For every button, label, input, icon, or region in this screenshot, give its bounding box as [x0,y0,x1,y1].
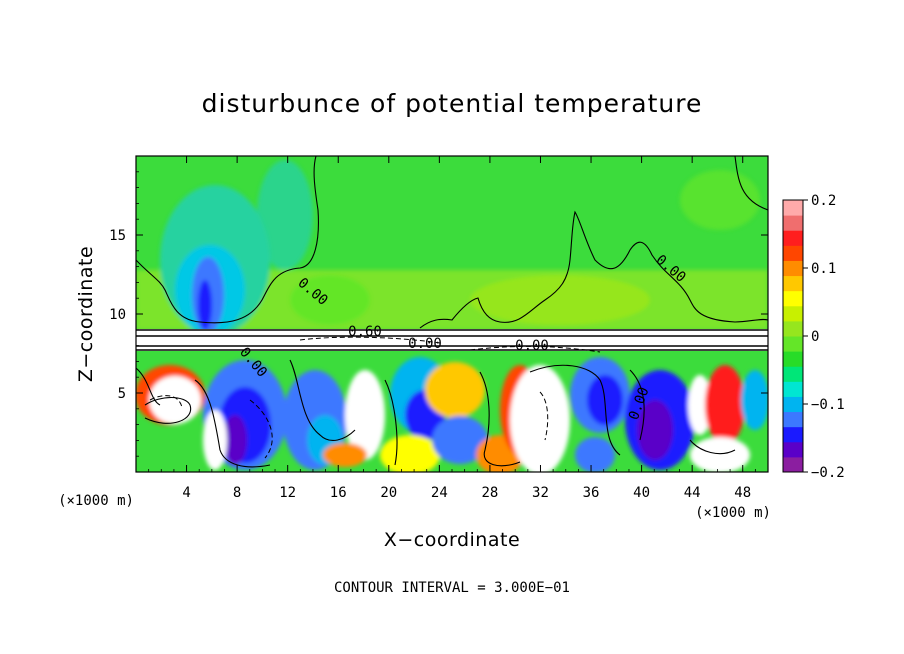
colorbar-swatch [783,215,803,231]
x-tick-label: 8 [233,485,241,501]
contour-label: 0.00 [408,336,442,352]
colorbar-tick-label: 0 [811,329,819,345]
x-axis: 4 8 12 16 20 24 28 32 36 40 44 48 [148,156,756,501]
colorbar-swatch [783,305,803,322]
contour-label: 0.00 [515,338,549,354]
upper-field-features [136,160,768,335]
lower-field-features [136,357,768,472]
colorbar-swatch [783,200,803,216]
y-axis-label: Z−coordinate [75,246,97,382]
x-tick-label: 20 [380,485,397,501]
x-tick-label: 40 [633,485,650,501]
colorbar-ticks: 0.2 0.1 0 −0.1 −0.2 [803,193,845,481]
colorbar-swatch [783,351,803,367]
x-tick-label: 4 [182,485,190,501]
x-tick-label: 16 [330,485,347,501]
y-tick-label: 15 [109,228,126,244]
contour-label: 0.60 [348,324,382,340]
colorbar-swatch [783,411,803,428]
x-axis-label: X−coordinate [384,529,520,551]
x-tick-label: 32 [532,485,549,501]
colorbar-tick-label: 0.1 [811,261,836,277]
x-tick-label: 48 [734,485,751,501]
x-tick-label: 24 [431,485,448,501]
colorbar-swatch [783,396,803,413]
colorbar-swatch [783,290,803,307]
x-unit-right: (×1000 m) [695,505,771,521]
y-tick-label: 5 [118,386,126,402]
colorbar-swatch [783,260,803,277]
x-tick-label: 44 [684,485,701,501]
colorbar-swatch [783,336,803,352]
colorbar-swatch [783,230,803,246]
colorbar-swatch [783,320,803,337]
contour-interval-note: CONTOUR INTERVAL = 3.000E−01 [334,580,570,596]
x-tick-label: 28 [481,485,498,501]
colorbar-swatch [783,426,803,443]
x-tick-label: 12 [279,485,296,501]
y-tick-label: 10 [109,307,126,323]
colorbar-swatch [783,275,803,292]
chart-title: disturbunce of potential temperature [202,89,703,118]
colorbar [783,200,803,473]
tropopause-band [136,329,768,351]
colorbar-tick-label: 0.2 [811,193,836,209]
x-unit-left: (×1000 m) [58,493,134,509]
contour-lines [136,156,768,468]
colorbar-tick-label: −0.1 [811,397,845,413]
tropopause-contours [136,329,768,351]
y-axis: 5 10 15 [109,171,768,457]
plot-area: 0.60 0.00 0.00 0.00 0.00 0.00 0.00 [136,156,768,472]
colorbar-swatch [783,366,803,382]
x-tick-label: 36 [583,485,600,501]
colorbar-swatch [783,245,803,261]
colorbar-tick-label: −0.2 [811,465,845,481]
colorbar-swatch [783,381,803,397]
colorbar-swatch [783,441,803,458]
colorbar-swatch [783,456,803,473]
